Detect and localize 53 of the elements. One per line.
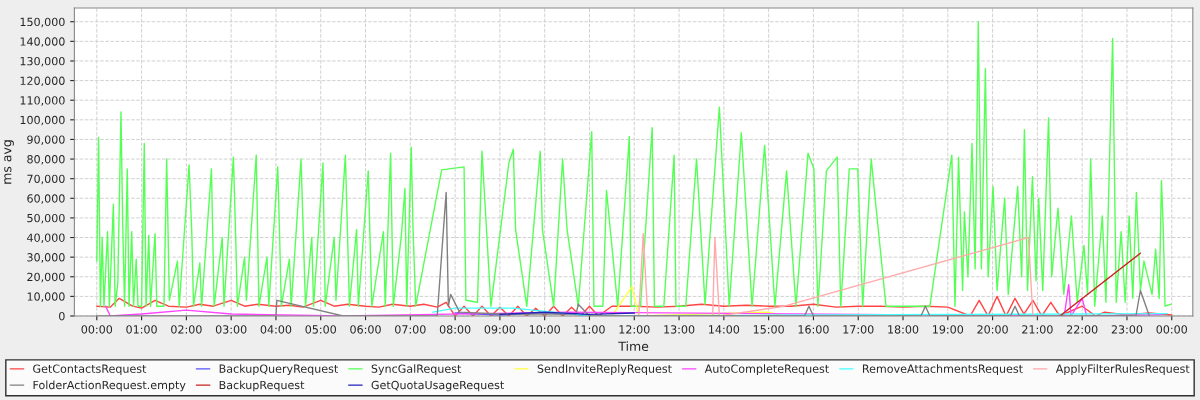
- y-tick-label: 30,000: [27, 253, 65, 263]
- x-tick-label: 06:00: [350, 325, 381, 334]
- y-tick-label: 130,000: [20, 56, 65, 67]
- x-tick-label: 01:00: [126, 325, 157, 334]
- x-tick-label: 20:00: [977, 325, 1008, 334]
- x-tick-label: 22:00: [1066, 325, 1098, 334]
- y-tick-label: 140,000: [20, 37, 65, 47]
- y-tick-label: 60,000: [27, 194, 65, 204]
- legend-label: GetQuotaUsageRequest: [371, 380, 504, 392]
- legend-label: BackupQueryRequest: [219, 364, 338, 376]
- legend-label: RemoveAttachmentsRequest: [862, 364, 1023, 376]
- x-tick-label: 19:00: [933, 325, 964, 334]
- y-tick-label: 100,000: [20, 115, 65, 126]
- y-tick-label: 0: [59, 311, 65, 321]
- x-tick-label: 12:00: [619, 325, 650, 334]
- y-tick-label: 90,000: [27, 135, 65, 145]
- legend-label: SyncGalRequest: [371, 364, 462, 376]
- x-tick-label: 18:00: [888, 325, 919, 334]
- x-tick-label: 08:00: [439, 325, 471, 334]
- y-tick-label: 40,000: [27, 233, 65, 244]
- x-tick-label: 15:00: [753, 325, 784, 334]
- x-tick-label: 10:00: [529, 325, 560, 334]
- y-tick-label: 150,000: [20, 17, 65, 28]
- x-tick-label: 03:00: [215, 325, 247, 334]
- y-tick-label: 80,000: [27, 155, 65, 165]
- y-tick-label: 110,000: [20, 96, 65, 106]
- y-axis-title: ms avg: [4, 140, 14, 184]
- x-tick-label: 00:00: [81, 325, 113, 334]
- x-tick-label: 14:00: [709, 325, 740, 334]
- y-tick-label: 10,000: [27, 292, 65, 302]
- y-tick-label: 50,000: [27, 213, 65, 224]
- x-tick-label: 09:00: [484, 325, 516, 334]
- x-tick-label: 04:00: [260, 325, 292, 334]
- x-tick-label: 13:00: [664, 325, 695, 334]
- x-tick-label: 16:00: [798, 325, 829, 334]
- x-tick-label: 00:00: [1156, 325, 1188, 334]
- y-tick-label: 70,000: [27, 174, 65, 185]
- x-tick-label: 23:00: [1111, 325, 1143, 334]
- legend-label: SendInviteReplyRequest: [537, 364, 672, 376]
- legend-label: AutoCompleteRequest: [704, 364, 829, 376]
- x-tick-label: 11:00: [574, 325, 605, 334]
- legend-label: FolderActionRequest.empty: [33, 380, 186, 392]
- x-tick-label: 07:00: [395, 325, 426, 334]
- legend-label: ApplyFilterRulesRequest: [1055, 364, 1190, 376]
- x-tick-label: 21:00: [1022, 325, 1053, 334]
- x-tick-label: 17:00: [843, 325, 874, 334]
- x-axis-title: Time: [618, 341, 649, 352]
- y-tick-label: 20,000: [27, 272, 65, 283]
- x-tick-label: 02:00: [171, 325, 202, 334]
- y-tick-label: 120,000: [20, 76, 65, 87]
- x-tick-label: 05:00: [305, 325, 337, 334]
- legend-label: GetContactsRequest: [33, 364, 147, 376]
- legend-label: BackupRequest: [219, 380, 305, 392]
